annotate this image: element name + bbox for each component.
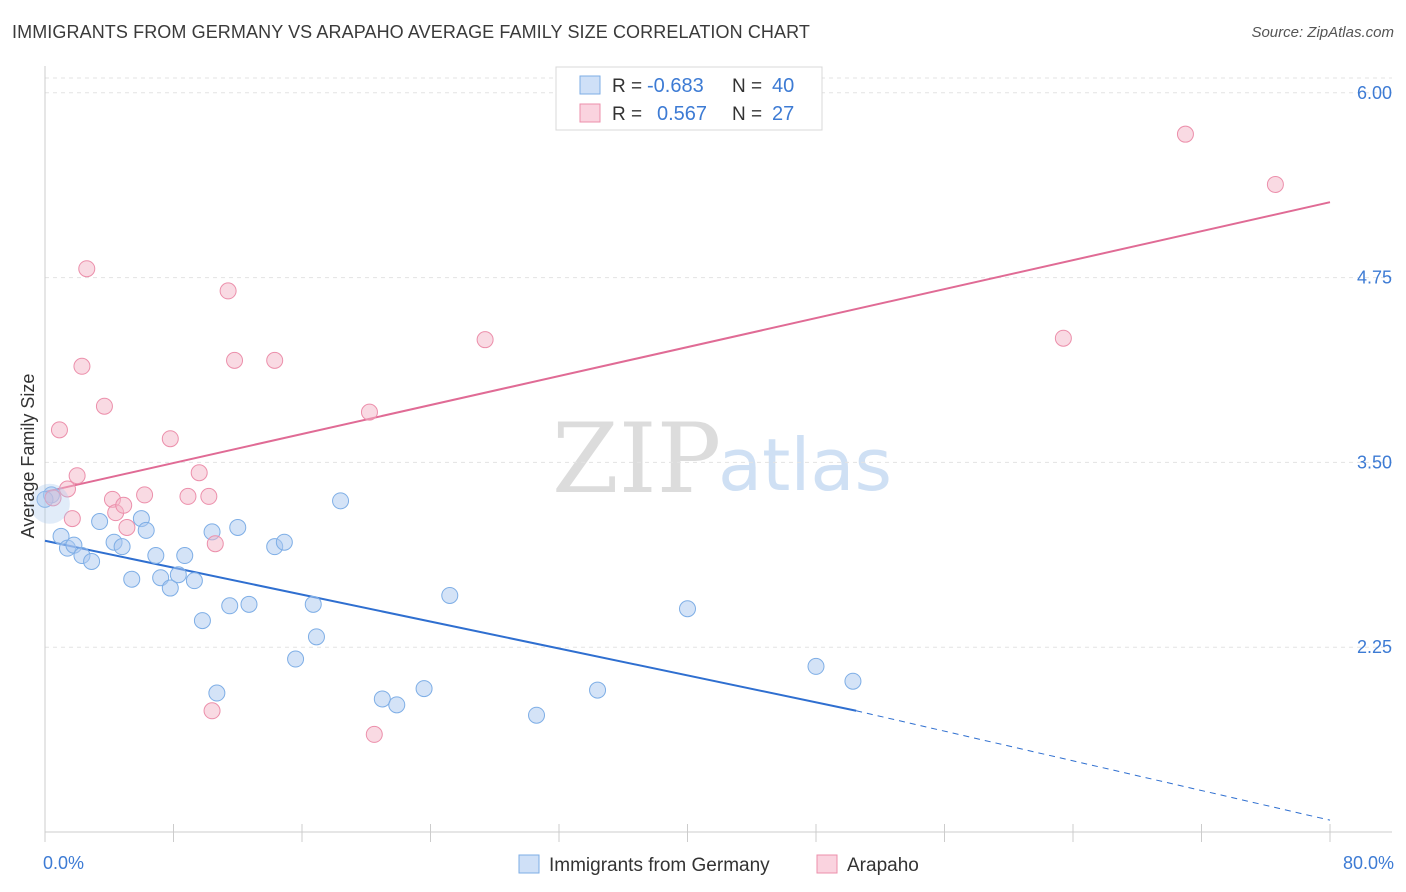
y-tick-label: 3.50 xyxy=(1357,452,1392,472)
legend-swatch-arapaho xyxy=(816,854,838,874)
point-arapaho xyxy=(68,467,86,485)
point-germany xyxy=(589,681,607,699)
point-arapaho xyxy=(95,397,113,415)
point-arapaho xyxy=(63,510,81,528)
point-arapaho xyxy=(1054,329,1072,347)
y-tick-label: 6.00 xyxy=(1357,83,1392,103)
legend-r-label: R = xyxy=(612,76,642,97)
point-arapaho xyxy=(365,725,383,743)
point-germany xyxy=(91,513,109,531)
point-germany xyxy=(193,612,211,630)
point-germany xyxy=(161,579,179,597)
legend-n-label: N = xyxy=(732,76,762,97)
point-arapaho xyxy=(219,282,237,300)
point-germany-cluster xyxy=(29,483,70,524)
point-arapaho xyxy=(136,486,154,504)
watermark-atlas: atlas xyxy=(718,423,892,507)
point-arapaho xyxy=(203,702,221,720)
watermark: ZIP atlas xyxy=(552,403,892,515)
point-germany xyxy=(169,566,187,584)
legend-swatch-arapaho xyxy=(579,103,601,123)
point-arapaho xyxy=(115,496,133,514)
point-germany xyxy=(208,684,226,702)
point-arapaho xyxy=(266,351,284,369)
source-label: Source: ZipAtlas.com xyxy=(1251,24,1394,41)
point-germany xyxy=(147,547,165,565)
x-tick-label: 0.0% xyxy=(43,853,84,873)
point-arapaho xyxy=(44,489,62,507)
y-tick-label: 2.25 xyxy=(1357,637,1392,657)
point-germany xyxy=(83,552,101,570)
point-germany xyxy=(679,600,696,618)
watermark-zip: ZIP xyxy=(552,403,721,515)
correlation-legend: R = -0.683 N = 40 R = 0.567 N = 27 xyxy=(555,66,823,131)
point-germany xyxy=(332,492,350,510)
point-arapaho xyxy=(1176,125,1194,143)
point-arapaho xyxy=(161,430,179,448)
grid xyxy=(45,77,1392,648)
series-legend: Immigrants from Germany Arapaho xyxy=(518,854,919,876)
point-germany xyxy=(528,706,546,724)
y-tick-label: 4.75 xyxy=(1357,268,1392,288)
point-germany xyxy=(240,595,258,613)
point-germany xyxy=(807,657,825,675)
tick-labels: 2.25 3.50 4.75 6.00 0.0% 80.0% xyxy=(43,83,1394,873)
point-germany xyxy=(176,547,194,565)
legend-n-value: 27 xyxy=(772,103,794,125)
point-germany xyxy=(388,696,406,714)
x-tick-label: 80.0% xyxy=(1343,853,1394,873)
point-arapaho xyxy=(179,487,197,505)
trend-line-germany-extension xyxy=(856,710,1331,821)
point-germany xyxy=(113,538,131,556)
point-germany xyxy=(373,690,391,708)
legend-n-label: N = xyxy=(732,104,762,125)
trend-line-germany xyxy=(44,539,857,712)
point-arapaho xyxy=(200,487,218,505)
point-arapaho xyxy=(476,331,494,349)
legend-swatch-germany xyxy=(518,854,540,874)
point-arapaho xyxy=(190,464,208,482)
point-germany xyxy=(221,597,239,615)
point-germany xyxy=(137,521,155,539)
point-germany xyxy=(123,570,141,588)
chart-title: IMMIGRANTS FROM GERMANY VS ARAPAHO AVERA… xyxy=(12,22,811,42)
point-arapaho xyxy=(73,357,91,375)
data-points xyxy=(29,125,1284,743)
point-arapaho xyxy=(58,480,76,498)
point-arapaho xyxy=(206,535,224,553)
legend-r-value: -0.683 xyxy=(647,75,704,97)
y-axis-label: Average Family Size xyxy=(18,374,38,539)
point-germany xyxy=(415,680,433,698)
axes xyxy=(44,66,1392,842)
point-arapaho xyxy=(226,351,244,369)
point-germany xyxy=(304,595,322,613)
legend-series-germany: Immigrants from Germany xyxy=(549,855,770,876)
trend-line-arapaho xyxy=(44,201,1331,493)
point-germany xyxy=(287,650,305,668)
legend-swatch-germany xyxy=(579,75,601,95)
point-arapaho xyxy=(118,518,136,536)
point-germany xyxy=(229,518,247,536)
point-arapaho xyxy=(78,260,96,278)
legend-r-value: 0.567 xyxy=(657,103,707,125)
point-germany xyxy=(441,586,459,604)
point-arapaho xyxy=(1266,175,1284,193)
point-germany xyxy=(275,533,293,551)
point-germany xyxy=(307,628,325,646)
legend-series-arapaho: Arapaho xyxy=(847,855,919,876)
point-arapaho xyxy=(50,421,68,439)
legend-r-label: R = xyxy=(612,104,642,125)
point-arapaho xyxy=(360,403,378,421)
point-germany xyxy=(844,672,862,690)
legend-n-value: 40 xyxy=(772,75,794,97)
point-germany xyxy=(185,572,203,590)
